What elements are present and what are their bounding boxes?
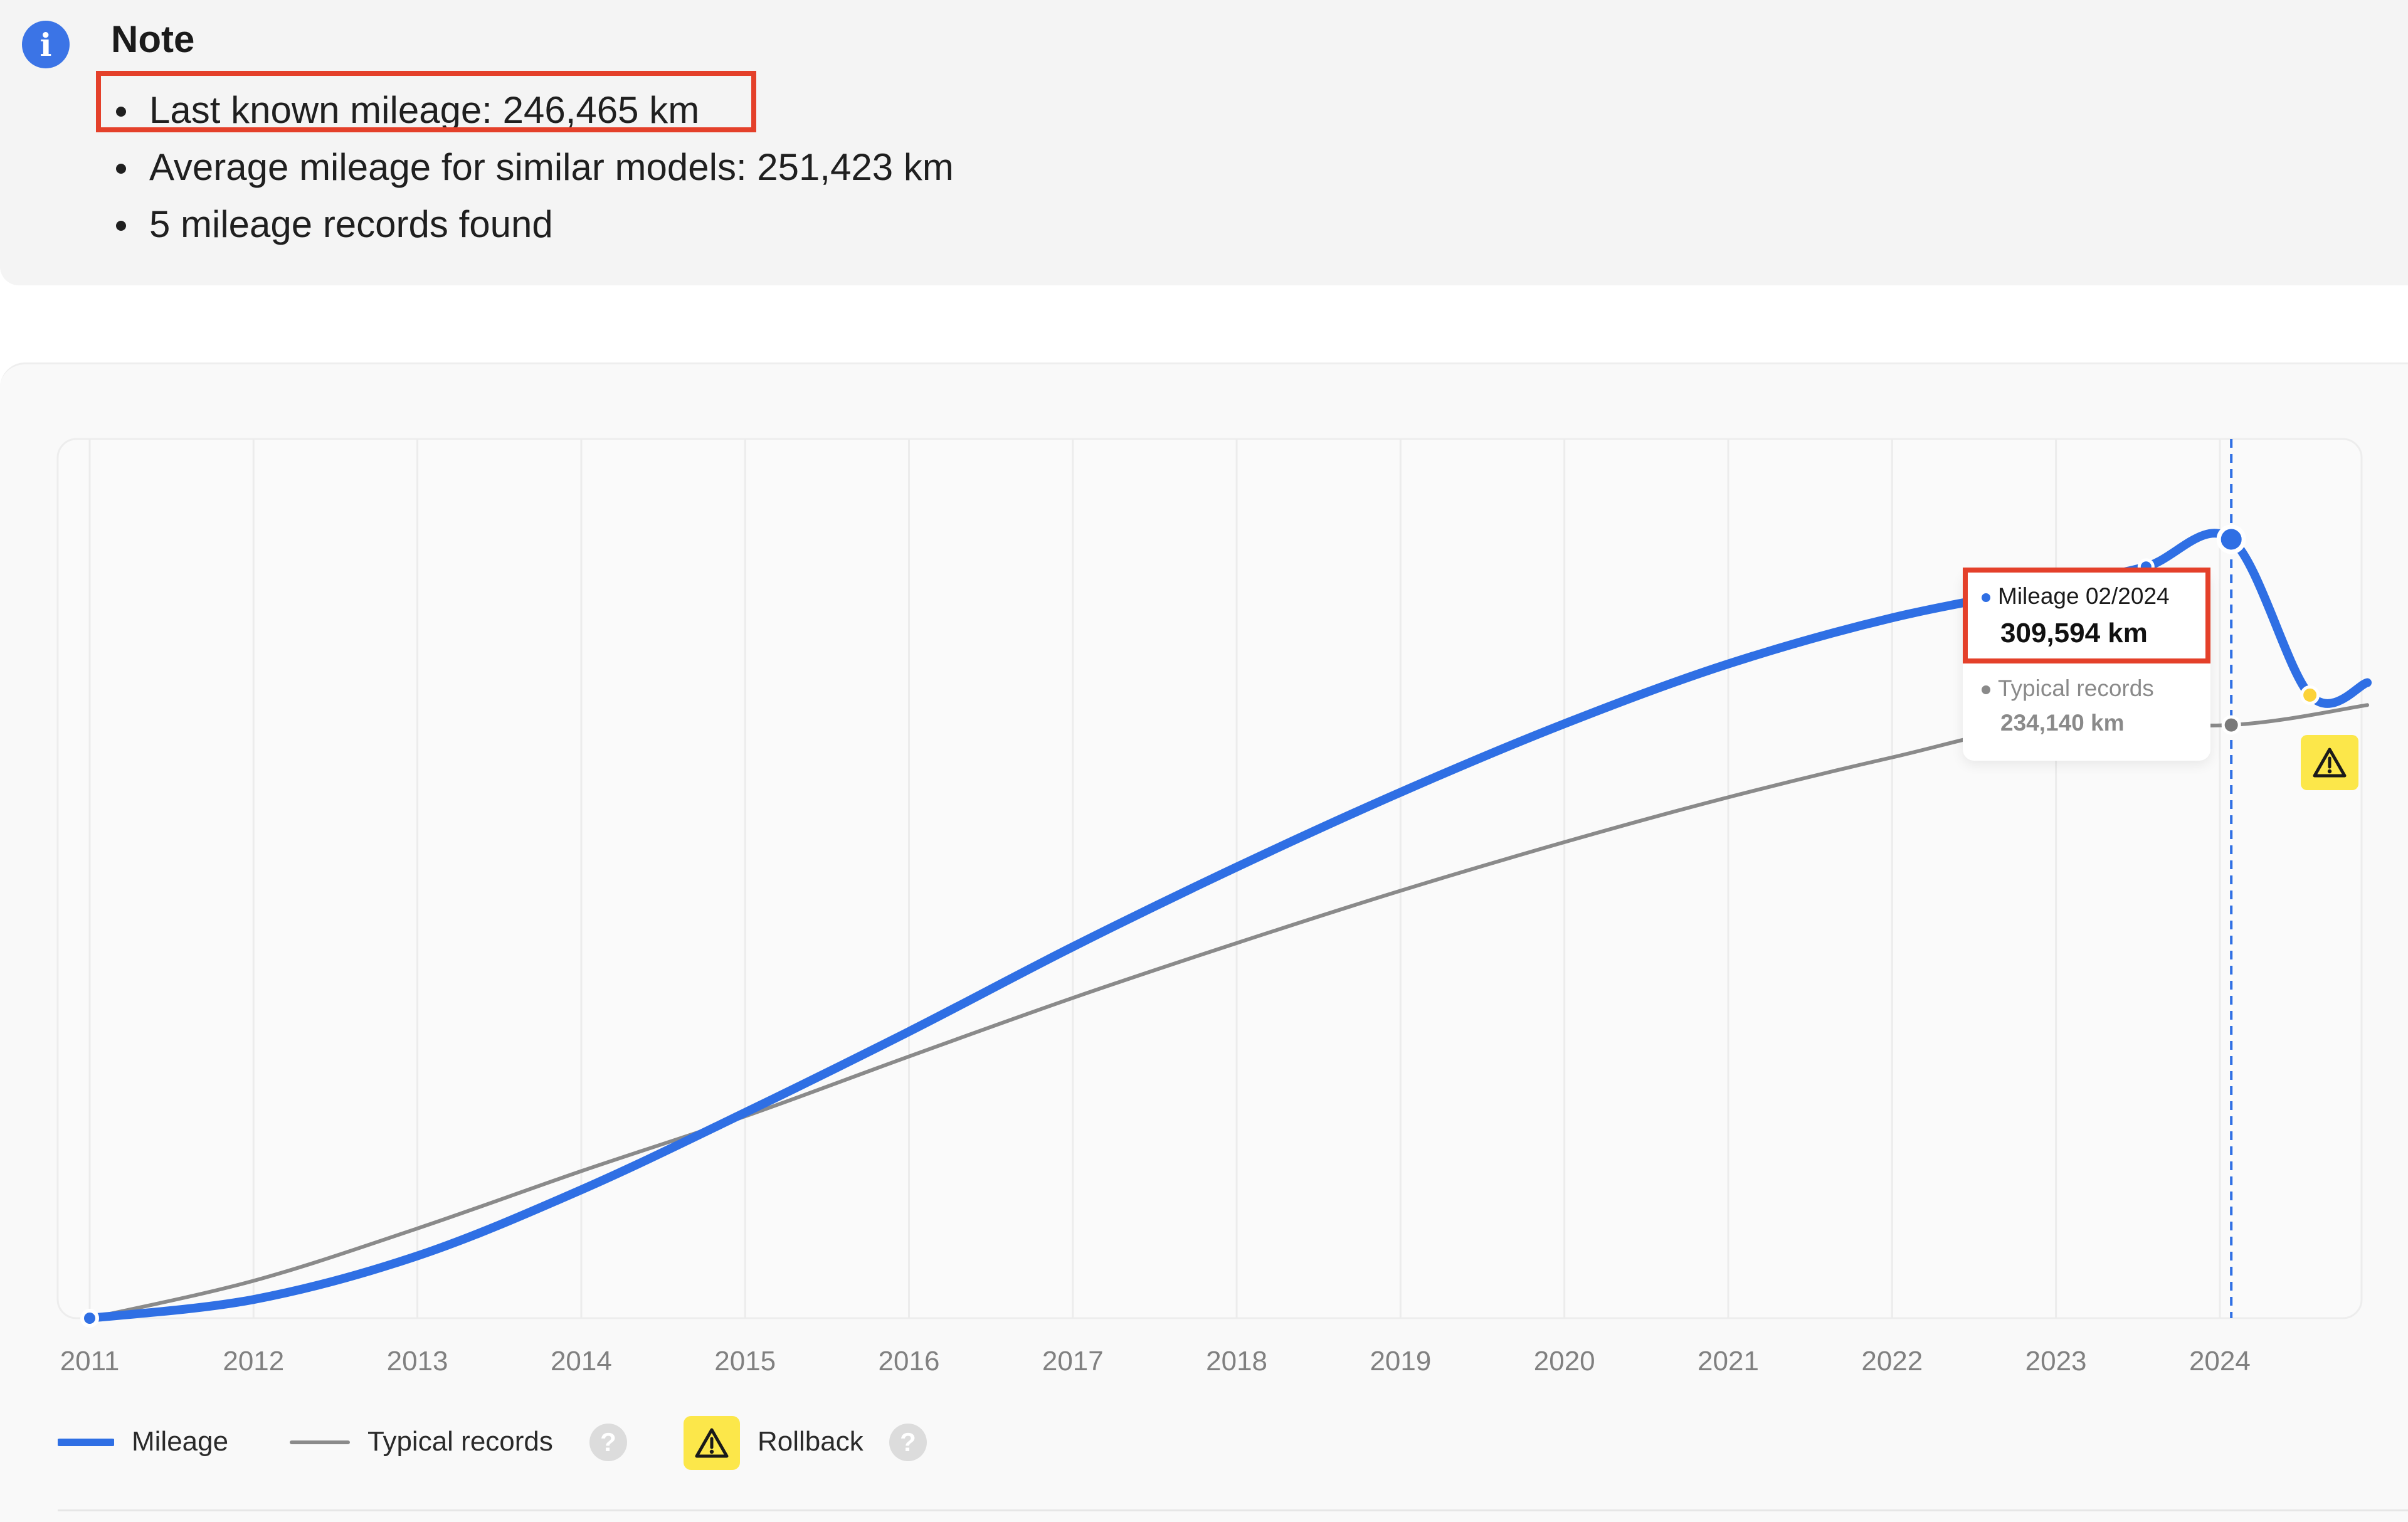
- x-tick-label-2017: 2017: [1042, 1346, 1104, 1377]
- mileage-point-start[interactable]: [80, 1309, 99, 1328]
- legend-typical-swatch: [290, 1440, 350, 1444]
- chart-tooltip: Mileage 02/2024 309,594 km Typical recor…: [1963, 571, 2210, 761]
- legend-rollback-label: Rollback: [758, 1426, 863, 1457]
- warning-icon: [695, 1428, 729, 1458]
- x-tick-label-2020: 2020: [1534, 1346, 1595, 1377]
- highlight-box-tooltip: [1963, 568, 2210, 663]
- rollback-marker[interactable]: [2301, 735, 2358, 790]
- tooltip-mileage-value: 309,594 km: [2000, 618, 2148, 648]
- x-tick-label-2021: 2021: [1698, 1346, 1759, 1377]
- rollback-help-icon[interactable]: ?: [889, 1424, 927, 1461]
- x-tick-label-2015: 2015: [714, 1346, 776, 1377]
- tooltip-typical-dot: [1982, 685, 1990, 695]
- x-tick-label-2023: 2023: [2025, 1346, 2087, 1377]
- x-tick-label-2014: 2014: [551, 1346, 612, 1377]
- point-markers: [80, 524, 2320, 1328]
- note-title: Note: [111, 18, 195, 60]
- divider: [58, 1509, 2408, 1511]
- legend-typical-label: Typical records: [367, 1426, 553, 1457]
- mileage-point-active[interactable]: [2216, 524, 2246, 554]
- note-item-last-mileage: Last known mileage: 246,465 km: [113, 82, 954, 139]
- tooltip-mileage-label: Mileage 02/2024: [1982, 583, 2170, 610]
- x-tick-label-2012: 2012: [223, 1346, 284, 1377]
- typical-help-icon[interactable]: ?: [589, 1424, 627, 1461]
- x-axis-ticks: 2011 2012 2013 2014 2015 2016 2017 2018 2019 2020…: [60, 1346, 2251, 1377]
- grid-lines: [88, 439, 2221, 1318]
- note-item-average-mileage: Average mileage for similar models: 251,…: [113, 139, 954, 196]
- warning-icon: [2313, 748, 2347, 778]
- tooltip-typical-value: 234,140 km: [2000, 710, 2125, 736]
- x-tick-label-2018: 2018: [1206, 1346, 1267, 1377]
- highlight-box-last-mileage: [96, 71, 756, 132]
- x-tick-label-2013: 2013: [387, 1346, 448, 1377]
- x-tick-label-2024: 2024: [2189, 1346, 2251, 1377]
- tooltip-mileage-label-text: Mileage 02/2024: [1998, 583, 2170, 609]
- x-tick-label-2016: 2016: [879, 1346, 940, 1377]
- x-tick-label-2019: 2019: [1370, 1346, 1431, 1377]
- tooltip-typical-label: Typical records: [1982, 675, 2154, 702]
- info-icon: i: [22, 21, 70, 68]
- note-item-records-count: 5 mileage records found: [113, 196, 954, 253]
- legend-rollback-swatch: [684, 1416, 740, 1470]
- legend-mileage-label: Mileage: [132, 1426, 229, 1457]
- typical-point-active[interactable]: [2221, 715, 2241, 735]
- legend-mileage-swatch: [58, 1439, 114, 1446]
- note-panel: i Note Last known mileage: 246,465 km Av…: [0, 0, 2408, 285]
- tooltip-mileage-dot: [1982, 593, 1990, 603]
- tooltip-typical-label-text: Typical records: [1998, 675, 2154, 701]
- x-tick-label-2011: 2011: [60, 1346, 120, 1377]
- note-list: Last known mileage: 246,465 km Average m…: [113, 82, 954, 253]
- x-tick-label-2022: 2022: [1861, 1346, 1923, 1377]
- rollback-point[interactable]: [2300, 685, 2320, 705]
